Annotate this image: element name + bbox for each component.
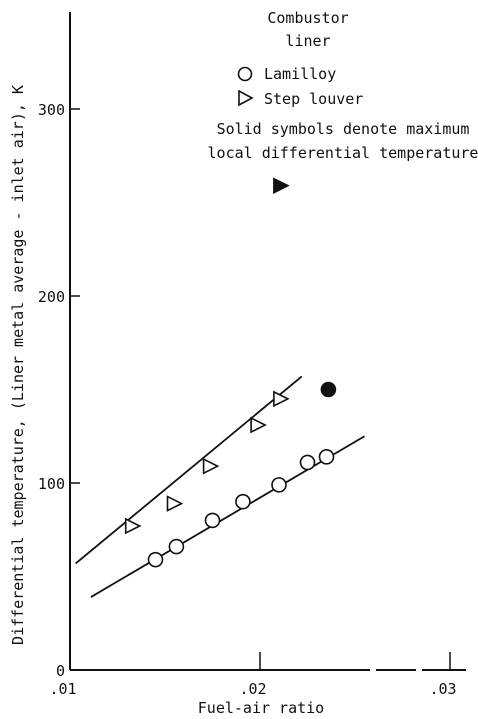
y-tick-label: 300 (38, 101, 65, 119)
point-lamilloy (235, 493, 251, 510)
max-local-point-lamilloy (320, 381, 337, 398)
fit-line-lamilloy (90, 435, 365, 598)
legend-title-line-1: Combustor (267, 9, 348, 27)
point-step-louver (166, 495, 184, 512)
x-tick-label: .03 (429, 680, 456, 698)
point-step-louver (202, 457, 220, 475)
point-lamilloy (168, 538, 185, 555)
point-step-louver (273, 390, 290, 408)
x-tick-label: .02 (239, 680, 266, 698)
x-tick-label: .01 (49, 680, 76, 698)
max-local-point-step-louver (273, 177, 290, 194)
note-line-2: local differential temperature (208, 144, 478, 162)
legend-lamilloy-label: Lamilloy (264, 65, 336, 83)
y-tick-label: 200 (38, 288, 65, 306)
point-step-louver (250, 416, 267, 434)
note-line-1: Solid symbols denote maximum (217, 120, 470, 138)
x-axis-label: Fuel-air ratio (198, 699, 324, 717)
point-lamilloy (271, 477, 287, 493)
point-lamilloy (299, 454, 316, 471)
legend-lamilloy-marker (237, 66, 253, 82)
point-lamilloy (147, 551, 164, 568)
legend-title-line-2: liner (285, 32, 330, 50)
fit-line-step-louver (75, 375, 303, 565)
point-lamilloy (204, 512, 221, 529)
y-tick-label: 100 (38, 475, 65, 493)
y-axis-label: Differential temperature, (Liner metal a… (9, 85, 27, 645)
point-lamilloy (318, 449, 335, 465)
legend-step-louver-label: Step louver (264, 90, 363, 108)
fit-lines (75, 375, 365, 598)
y-tick-label: 0 (56, 662, 65, 680)
point-step-louver (124, 517, 142, 535)
data-markers (124, 177, 337, 568)
legend-step-louver-marker (238, 89, 254, 107)
ticks: 0 100 200 300 .01 .02 .03 (38, 101, 457, 698)
